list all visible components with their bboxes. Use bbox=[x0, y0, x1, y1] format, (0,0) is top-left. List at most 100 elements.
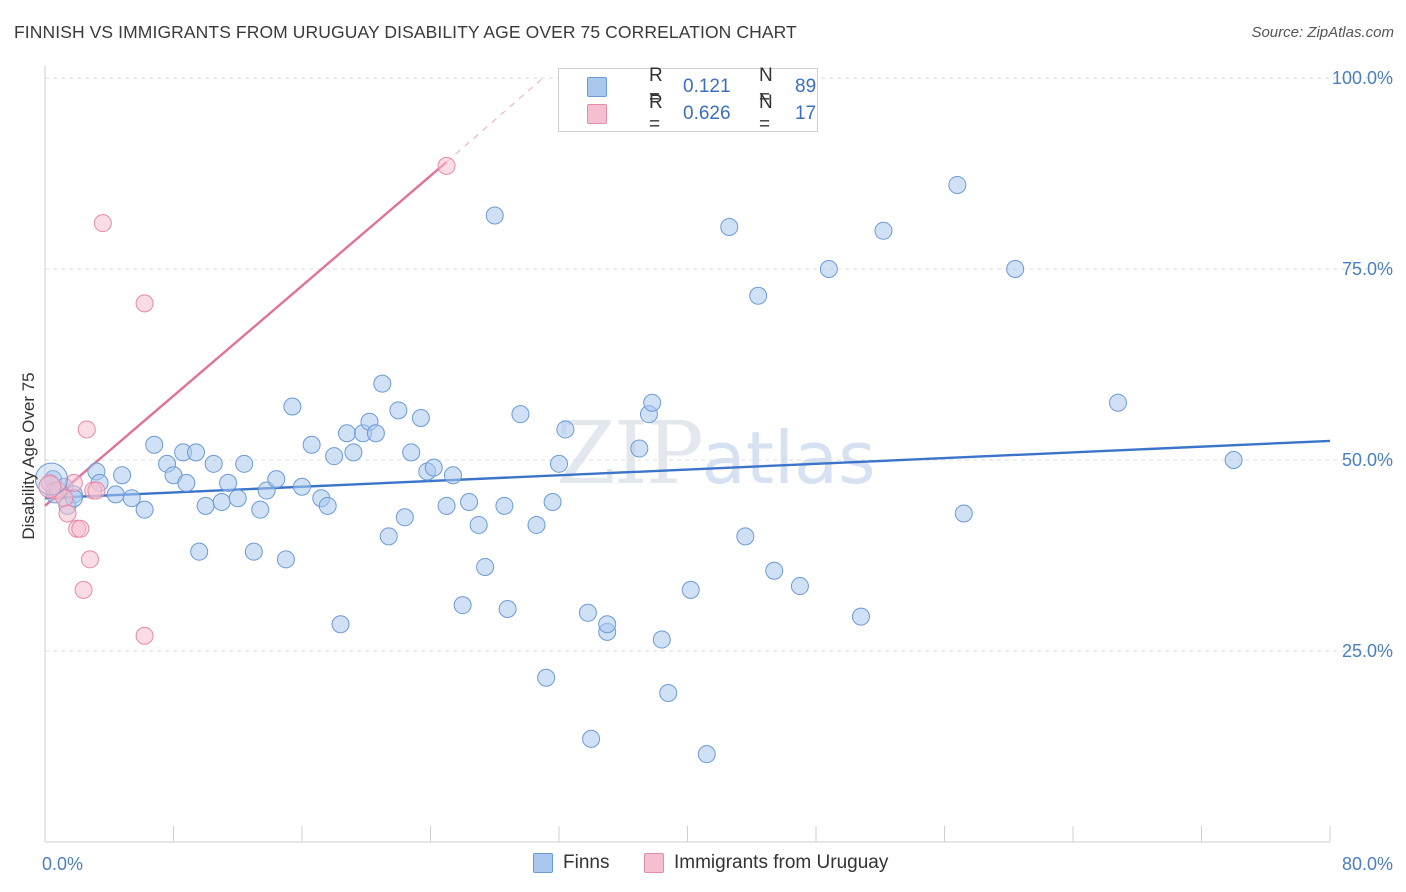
y-tick-label: 50.0% bbox=[1342, 450, 1393, 470]
point-finns bbox=[543, 493, 562, 512]
point-finns bbox=[948, 175, 967, 194]
tick-labels: 100.0% 75.0% 50.0% 25.0% 0.0% 80.0% bbox=[42, 68, 1393, 874]
point-finns bbox=[325, 447, 344, 466]
point-finns bbox=[389, 401, 408, 420]
point-finns bbox=[556, 420, 575, 439]
y-tick-label: 100.0% bbox=[1332, 68, 1393, 88]
point-finns bbox=[366, 424, 385, 443]
point-uruguay bbox=[71, 519, 90, 538]
point-finns bbox=[511, 405, 530, 424]
point-finns bbox=[186, 443, 205, 462]
source-credit: Source: ZipAtlas.com bbox=[1251, 24, 1394, 41]
point-finns bbox=[527, 515, 546, 534]
point-finns bbox=[204, 454, 223, 473]
y-tick-label: 75.0% bbox=[1342, 259, 1393, 279]
point-finns bbox=[113, 466, 132, 485]
legend-n-label: N = bbox=[759, 65, 773, 108]
point-finns bbox=[598, 615, 617, 634]
point-finns bbox=[659, 684, 678, 703]
point-finns bbox=[469, 515, 488, 534]
watermark: ZIPatlas bbox=[556, 404, 876, 504]
point-finns bbox=[135, 500, 154, 519]
y-tick-label: 25.0% bbox=[1342, 641, 1393, 661]
point-finns bbox=[293, 477, 311, 496]
point-finns bbox=[578, 603, 597, 622]
point-finns bbox=[257, 481, 276, 500]
point-finns bbox=[495, 496, 514, 515]
legend-n-label: N = bbox=[759, 92, 773, 135]
point-finns bbox=[437, 496, 456, 515]
point-uruguay bbox=[87, 481, 106, 500]
point-finns bbox=[190, 542, 209, 561]
point-finns bbox=[443, 466, 462, 485]
legend-swatch-finns bbox=[587, 77, 607, 97]
point-finns bbox=[498, 599, 517, 618]
legend-label-uruguay: Immigrants from Uruguay bbox=[674, 852, 889, 873]
point-finns bbox=[851, 607, 870, 626]
point-uruguay bbox=[80, 550, 99, 569]
point-finns bbox=[697, 745, 716, 764]
point-finns bbox=[251, 500, 270, 519]
trend-extension-1 bbox=[446, 77, 544, 163]
point-finns bbox=[1108, 393, 1127, 412]
point-finns bbox=[106, 485, 125, 504]
point-finns bbox=[681, 580, 700, 599]
legend-n-value: 17 bbox=[795, 103, 817, 124]
point-finns bbox=[1006, 260, 1025, 278]
x-tick-label: 80.0% bbox=[1342, 854, 1393, 874]
point-finns bbox=[652, 630, 671, 649]
point-finns bbox=[219, 473, 238, 492]
point-finns bbox=[749, 286, 768, 305]
point-finns bbox=[344, 443, 363, 462]
watermark-zip: ZIP bbox=[556, 404, 704, 504]
point-finns bbox=[476, 557, 495, 576]
stats-legend: R = 0.121 N = 89 R = 0.626 N = 17 bbox=[558, 65, 818, 135]
legend-swatch-uruguay bbox=[644, 853, 664, 873]
point-finns bbox=[550, 454, 568, 473]
point-finns bbox=[954, 504, 973, 523]
axes bbox=[44, 66, 1331, 843]
point-finns bbox=[196, 496, 215, 515]
point-finns bbox=[402, 443, 421, 462]
point-uruguay-cluster bbox=[38, 475, 62, 499]
point-finns bbox=[765, 561, 784, 580]
legend-swatch-finns bbox=[533, 853, 553, 873]
y-axis-label: Disability Age Over 75 bbox=[19, 372, 38, 539]
point-finns bbox=[302, 435, 321, 454]
point-finns-cluster bbox=[34, 462, 68, 496]
point-uruguay bbox=[93, 214, 112, 233]
point-finns bbox=[790, 577, 809, 596]
point-finns bbox=[122, 489, 141, 508]
point-finns bbox=[395, 508, 414, 527]
data-points bbox=[34, 156, 1243, 764]
point-finns bbox=[177, 473, 196, 492]
point-finns bbox=[228, 489, 247, 508]
trend-lines bbox=[44, 77, 1331, 507]
point-uruguay bbox=[135, 626, 154, 645]
point-finns bbox=[235, 454, 254, 473]
point-finns bbox=[460, 493, 479, 512]
point-uruguay bbox=[64, 473, 83, 492]
point-uruguay bbox=[437, 156, 456, 175]
point-finns bbox=[453, 596, 472, 615]
point-finns bbox=[736, 527, 755, 546]
chart-title: FINNISH VS IMMIGRANTS FROM URUGUAY DISAB… bbox=[14, 22, 797, 42]
point-finns bbox=[337, 424, 356, 443]
legend-r-value: 0.121 bbox=[683, 76, 731, 97]
point-finns bbox=[1224, 451, 1243, 469]
point-finns bbox=[582, 729, 601, 748]
point-finns bbox=[424, 458, 443, 477]
point-finns bbox=[318, 496, 337, 515]
point-finns bbox=[244, 542, 263, 561]
point-finns bbox=[643, 393, 662, 412]
watermark-atlas: atlas bbox=[701, 416, 876, 500]
legend-r-label: R = bbox=[649, 65, 663, 108]
point-finns bbox=[379, 527, 398, 546]
trend-line-1 bbox=[44, 161, 448, 507]
point-finns bbox=[145, 435, 164, 454]
point-finns bbox=[212, 493, 231, 512]
point-finns bbox=[283, 397, 302, 416]
legend-n-value: 89 bbox=[795, 76, 817, 97]
legend-item-uruguay: Immigrants from Uruguay bbox=[644, 852, 888, 874]
point-uruguay bbox=[58, 504, 77, 523]
